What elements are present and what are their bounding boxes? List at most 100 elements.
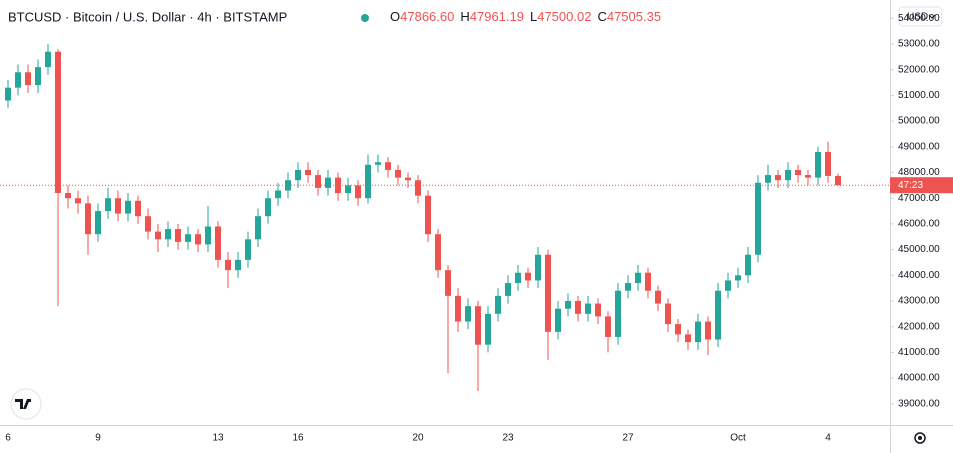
candle-body: [315, 175, 321, 188]
ohlc-prefix: H: [460, 9, 469, 24]
ohlc-prefix: L: [530, 9, 537, 24]
plot-area: [0, 43, 890, 391]
candle-body: [585, 303, 591, 314]
x-tick-label: 16: [292, 433, 304, 444]
candle-body: [535, 254, 541, 281]
candle-body: [475, 306, 481, 345]
candle-body: [425, 195, 431, 235]
candle-body: [665, 303, 671, 325]
candle-body: [405, 177, 411, 181]
candle-body: [555, 308, 561, 332]
candle-body: [365, 164, 371, 199]
candle-body: [245, 239, 251, 260]
y-tick-label: 43000.00: [898, 296, 940, 307]
candle-body: [495, 295, 501, 314]
candle-body: [185, 234, 191, 242]
candle-body: [225, 259, 231, 271]
y-tick-label: 51000.00: [898, 90, 940, 101]
candle-body: [305, 169, 311, 176]
y-tick-label: 39000.00: [898, 398, 940, 409]
ohlc-value: 47866.60: [400, 9, 454, 24]
candle-body: [605, 316, 611, 337]
candle-body: [445, 270, 451, 296]
x-tick-label: 27: [622, 433, 634, 444]
candle-body: [715, 290, 721, 340]
candle-body: [595, 303, 601, 317]
candle-body: [175, 229, 181, 242]
candle-body: [545, 254, 551, 332]
settings-button[interactable]: [914, 432, 926, 444]
candle-body: [615, 290, 621, 337]
candle-body: [55, 51, 61, 194]
candle-body: [805, 175, 811, 178]
x-tick-label: 6: [5, 433, 11, 444]
candle-body: [775, 175, 781, 181]
candle-body: [125, 200, 131, 214]
x-tick-label: 20: [412, 433, 424, 444]
candle-body: [755, 182, 761, 255]
y-tick-label: 49000.00: [898, 141, 940, 152]
candle-body: [815, 151, 821, 178]
candle-body: [295, 169, 301, 181]
candle-body: [15, 72, 21, 88]
candle-body: [375, 162, 381, 165]
currency-label[interactable]: USD: [907, 12, 928, 23]
ohlc-prefix: C: [597, 9, 606, 24]
candle-body: [745, 254, 751, 276]
x-tick-label: Oct: [730, 433, 746, 444]
y-tick-label: 44000.00: [898, 270, 940, 281]
candle-body: [345, 185, 351, 194]
candle-body: [685, 334, 691, 343]
y-tick-label: 50000.00: [898, 116, 940, 127]
candle-body: [265, 198, 271, 217]
candle-body: [45, 51, 51, 68]
candle-body: [625, 283, 631, 291]
ohlc-legend: O47866.60 H47961.19 L47500.02 C47505.35: [390, 9, 661, 24]
candle-body: [385, 162, 391, 170]
candle-body: [25, 72, 31, 86]
candle-body: [275, 190, 281, 199]
y-tick-label: 41000.00: [898, 347, 940, 358]
y-tick-label: 40000.00: [898, 373, 940, 384]
y-tick-label: 54000.00: [898, 13, 940, 24]
candle-body: [95, 211, 101, 235]
x-tick-label: 4: [825, 433, 831, 444]
status-dot: [361, 14, 369, 22]
candle-body: [485, 313, 491, 345]
candle-body: [695, 321, 701, 343]
candle-body: [705, 321, 711, 340]
candle-body: [85, 203, 91, 235]
candle-body: [115, 198, 121, 214]
candle-body: [105, 198, 111, 212]
candle-body: [335, 177, 341, 194]
candle-body: [145, 216, 151, 232]
candle-body: [725, 280, 731, 291]
last-price-tag: [890, 177, 953, 194]
candle-body: [525, 272, 531, 281]
candle-body: [325, 177, 331, 188]
candle-body: [565, 300, 571, 309]
currency-button[interactable]: USD: [898, 6, 943, 27]
y-tick-label: 45000.00: [898, 244, 940, 255]
chart-title: BTCUSD · Bitcoin / U.S. Dollar · 4h · BI…: [8, 9, 287, 24]
x-tick-label: 23: [502, 433, 514, 444]
candle-body: [455, 295, 461, 322]
ohlc-value: 47505.35: [607, 9, 661, 24]
candle-body: [765, 175, 771, 183]
candle-body: [235, 259, 241, 271]
candle-body: [255, 216, 261, 240]
candle-body: [65, 193, 71, 199]
candle-body: [515, 272, 521, 284]
ohlc-prefix: O: [390, 9, 400, 24]
candle-body: [205, 226, 211, 245]
candle-body: [165, 229, 171, 240]
y-tick-label: 42000.00: [898, 321, 940, 332]
candle-body: [75, 198, 81, 204]
candle-body: [5, 87, 11, 101]
candle-body: [35, 67, 41, 86]
candle-body: [465, 306, 471, 322]
candle-body: [215, 226, 221, 260]
candle-body: [195, 234, 201, 245]
